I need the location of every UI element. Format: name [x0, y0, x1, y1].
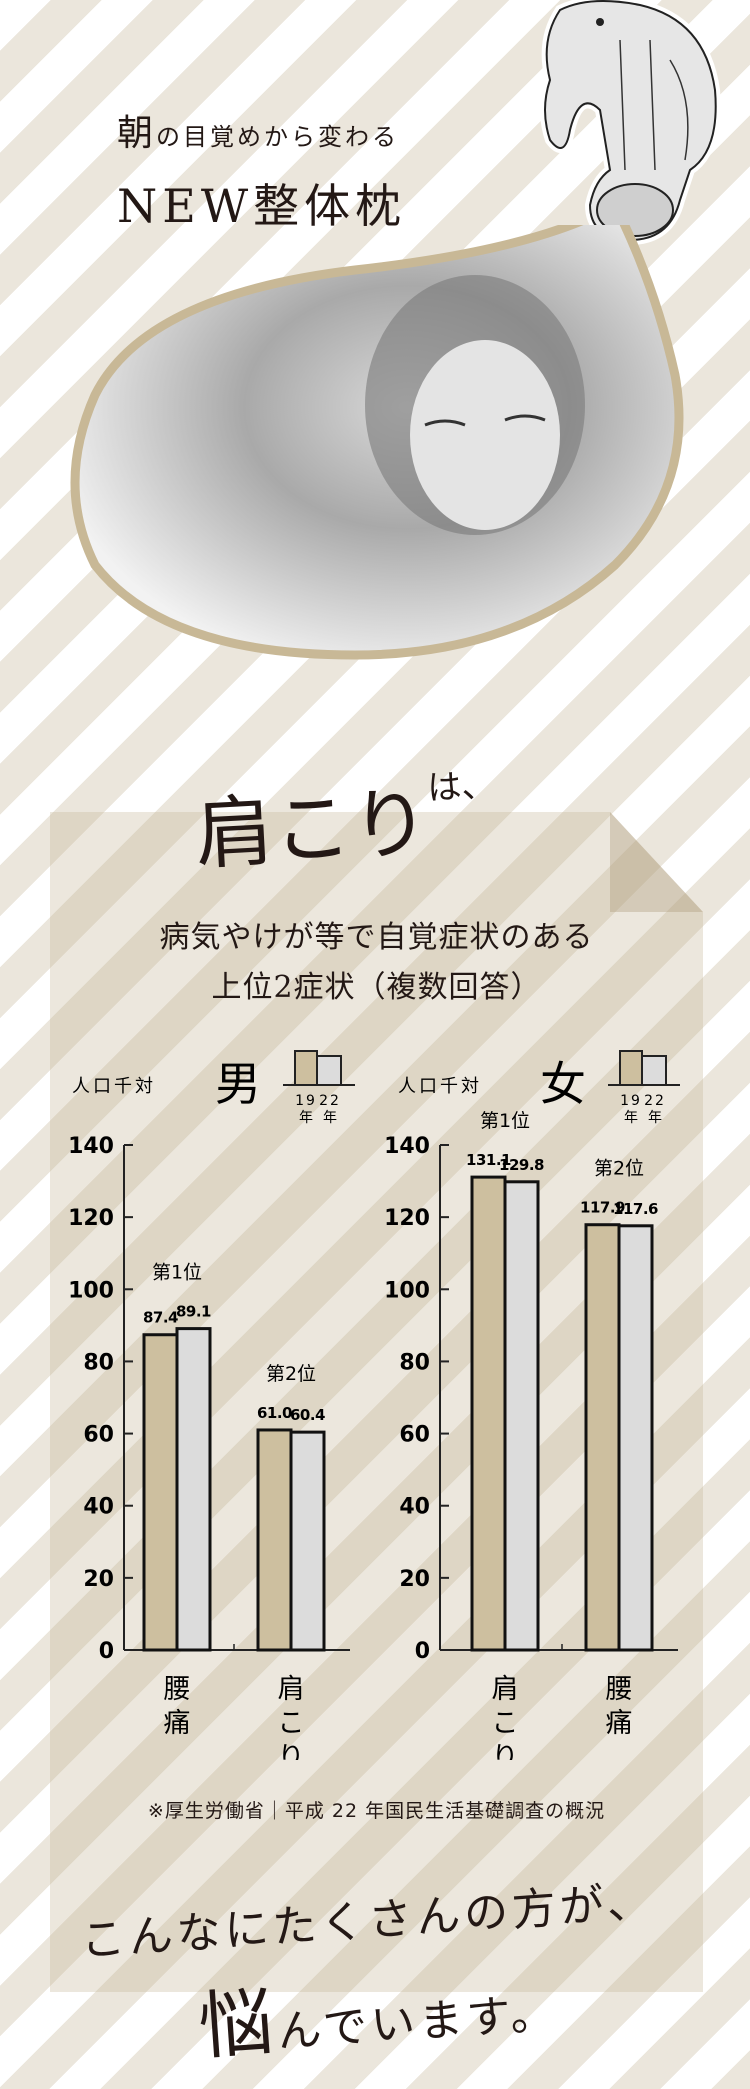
chart-title: 男 — [215, 1057, 261, 1111]
category-label: こ — [492, 1708, 519, 1739]
legend-year: 19 — [620, 1093, 642, 1109]
section-heading: 肩こりは、 — [192, 757, 499, 885]
y-tick-label: 60 — [83, 1423, 114, 1448]
category-label: こ — [278, 1708, 305, 1739]
category-label: 痛 — [164, 1708, 191, 1739]
y-tick-label: 20 — [83, 1567, 114, 1592]
y-tick-label: 40 — [399, 1495, 430, 1520]
legend-swatch-19 — [294, 1050, 318, 1086]
y-tick-label: 100 — [68, 1278, 114, 1303]
y-tick-label: 60 — [399, 1423, 430, 1448]
y-tick-label: 0 — [99, 1639, 114, 1664]
rank-label: 第1位 — [152, 1262, 202, 1284]
y-tick-label: 140 — [384, 1134, 430, 1159]
bar — [256, 1428, 293, 1652]
y-tick-label: 120 — [384, 1206, 430, 1231]
tagline-lead: 朝 — [117, 113, 157, 154]
data-label: 129.8 — [499, 1156, 544, 1174]
y-tick-label: 120 — [68, 1206, 114, 1231]
y-tick-label: 80 — [83, 1350, 114, 1375]
legend-year: 19 — [295, 1093, 317, 1109]
rank-label: 第2位 — [266, 1363, 316, 1385]
page-fold — [610, 812, 703, 912]
data-label: 60.4 — [290, 1406, 325, 1424]
footer-rest: んでいます。 — [275, 1987, 560, 2058]
category-label: 腰 — [606, 1674, 633, 1705]
chart-subtitle-line1: 病気やけが等で自覚症状のある — [159, 920, 594, 955]
data-label: 117.9 — [580, 1199, 625, 1217]
category-label: 痛 — [606, 1708, 633, 1739]
tagline-rest: の目覚めから変わる — [156, 123, 400, 151]
tagline: 朝の目覚めから変わる — [117, 104, 399, 156]
bar — [617, 1224, 654, 1652]
legend-swatch-22 — [641, 1055, 667, 1086]
data-label: 131.1 — [466, 1151, 511, 1169]
bar — [175, 1327, 212, 1652]
legend-unit: 年 — [299, 1110, 313, 1126]
y-tick-label: 80 — [399, 1350, 430, 1375]
y-tick-label: 20 — [399, 1567, 430, 1592]
legend-swatch-19 — [619, 1050, 643, 1086]
legend-unit: 年 — [624, 1110, 638, 1126]
chart-title: 女 — [540, 1057, 586, 1111]
category-label: 肩 — [278, 1674, 305, 1705]
footer-emphasis: 悩 — [195, 1979, 280, 2071]
legend-swatch-22 — [316, 1055, 342, 1086]
category-label: り — [278, 1742, 305, 1760]
rank-label: 第2位 — [594, 1158, 644, 1180]
rank-label: 第1位 — [480, 1110, 530, 1132]
bar-charts: 人口千対男 19年22年02040608010012014087.489.1第1位… — [68, 1050, 680, 1760]
data-label: 117.6 — [613, 1200, 658, 1218]
data-label: 89.1 — [176, 1303, 211, 1321]
y-tick-label: 140 — [68, 1134, 114, 1159]
source-note: ※厚生労働省｜平成 22 年国民生活基礎調査の概況 — [147, 1800, 606, 1822]
data-label: 61.0 — [257, 1404, 292, 1422]
heading-main: 肩こり — [193, 778, 432, 881]
category-label: 腰 — [164, 1674, 191, 1705]
heading-tail: は、 — [426, 765, 497, 809]
bar — [289, 1430, 326, 1652]
elephant-illustration — [540, 0, 721, 245]
bar — [470, 1175, 507, 1652]
legend-unit: 年 — [323, 1110, 337, 1126]
bar — [584, 1223, 621, 1652]
y-tick-label: 0 — [415, 1639, 430, 1664]
bar — [503, 1180, 540, 1652]
sleeping-woman-photo — [70, 225, 684, 660]
category-label: り — [492, 1742, 519, 1760]
legend-unit: 年 — [648, 1110, 662, 1126]
bar — [142, 1333, 179, 1652]
y-axis-unit: 人口千対 — [398, 1076, 482, 1097]
legend-year: 22 — [319, 1093, 341, 1109]
product-title: NEW整体枕 — [117, 179, 407, 233]
y-axis-unit: 人口千対 — [72, 1076, 156, 1097]
y-tick-label: 40 — [83, 1495, 114, 1520]
legend-year: 22 — [644, 1093, 666, 1109]
category-label: 肩 — [492, 1674, 519, 1705]
data-label: 87.4 — [143, 1309, 178, 1327]
chart-subtitle-line2: 上位2症状（複数回答） — [211, 970, 542, 1005]
y-tick-label: 100 — [384, 1278, 430, 1303]
